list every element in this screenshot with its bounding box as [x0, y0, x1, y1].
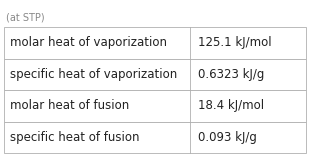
- Text: specific heat of vaporization: specific heat of vaporization: [10, 68, 177, 81]
- Text: 0.093 kJ/g: 0.093 kJ/g: [198, 131, 257, 144]
- Bar: [4, 27, 306, 59]
- Text: 125.1 kJ/mol: 125.1 kJ/mol: [198, 36, 271, 49]
- Text: (at STP): (at STP): [6, 13, 45, 23]
- Bar: [4, 122, 306, 153]
- Text: molar heat of vaporization: molar heat of vaporization: [10, 36, 167, 49]
- Bar: [4, 90, 306, 122]
- Text: 0.6323 kJ/g: 0.6323 kJ/g: [198, 68, 264, 81]
- Text: 18.4 kJ/mol: 18.4 kJ/mol: [198, 99, 264, 112]
- Text: molar heat of fusion: molar heat of fusion: [10, 99, 129, 112]
- Text: specific heat of fusion: specific heat of fusion: [10, 131, 140, 144]
- Bar: [4, 59, 306, 90]
